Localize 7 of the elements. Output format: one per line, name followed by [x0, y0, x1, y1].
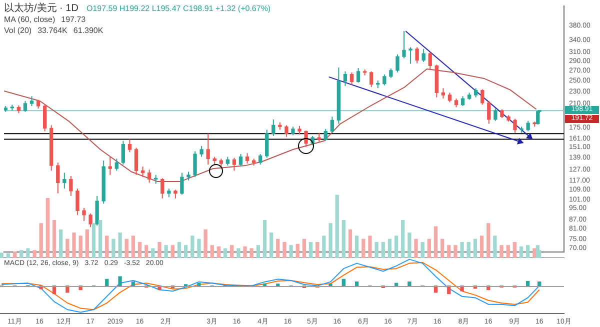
annotation: O197.59 H199.22 L195.47 C198.91 +1.32 (+0.67%) — [86, 4, 271, 13]
chart-title: 以太坊/美元 · 1D — [4, 2, 78, 15]
annotation: 33.764K — [38, 26, 68, 35]
annotation: 197.73 — [61, 15, 86, 24]
annotation: 61.390K — [73, 26, 104, 35]
annotation: Vol (20) — [4, 26, 32, 35]
annotation: MA (60, close) — [4, 15, 56, 24]
